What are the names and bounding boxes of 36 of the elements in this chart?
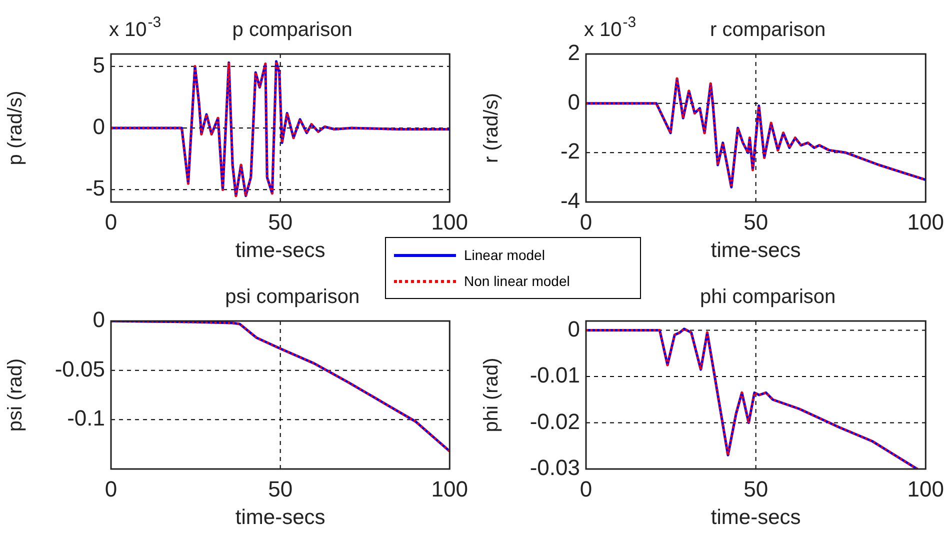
x-axis-title: time-secs [235, 506, 326, 530]
y-tick-label: 5 [92, 52, 105, 78]
x-tick-label: 100 [907, 209, 944, 234]
x-axis-title: time-secs [710, 506, 801, 530]
x-axis-title: time-secs [710, 239, 801, 262]
y-axis-title: psi (rad) [4, 358, 27, 432]
y-tick-label: -5 [85, 176, 105, 201]
x-axis-title: time-secs [235, 239, 326, 262]
y-tick-label: 0 [568, 89, 580, 114]
y-tick-label: 2 [568, 40, 580, 66]
y-tick-label: -2 [560, 138, 580, 164]
legend-label: Linear model [464, 247, 545, 263]
y-axis-title: p (rad/s) [4, 90, 27, 166]
x-tick-label: 50 [268, 209, 293, 234]
chart-title: r comparison [710, 19, 826, 41]
x-tick-label: 50 [744, 209, 768, 234]
y-axis-title: r (rad/s) [480, 93, 503, 163]
y-axis-title: phi (rad) [480, 358, 503, 432]
x-tick-label: 50 [744, 476, 768, 502]
y-tick-label: -0.05 [54, 356, 105, 382]
y-tick-label: 0 [568, 316, 580, 342]
y-tick-label: 0 [92, 114, 105, 140]
x-tick-label: 100 [907, 476, 944, 502]
y-tick-label: -0.02 [530, 408, 580, 434]
y-tick-label: 0 [92, 307, 105, 332]
y-tick-label: -4 [560, 188, 580, 214]
chart-title: phi comparison [700, 286, 836, 308]
chart-title: p comparison [232, 19, 352, 41]
y-tick-label: -0.1 [67, 406, 105, 431]
x-tick-label: 100 [431, 476, 468, 502]
y-tick-label: -0.03 [530, 455, 580, 480]
legend-label: Non linear model [464, 273, 570, 289]
chart-title: psi comparison [225, 286, 360, 308]
x-tick-label: 50 [268, 476, 293, 502]
x-tick-label: 100 [431, 209, 468, 234]
y-tick-label: -0.01 [530, 362, 580, 388]
